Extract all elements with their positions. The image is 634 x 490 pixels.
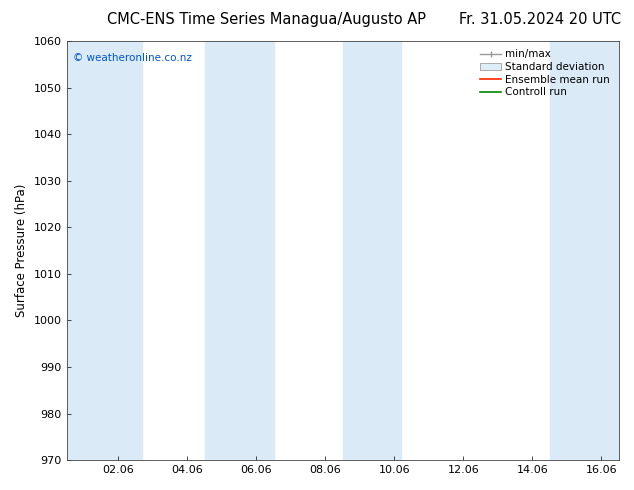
Text: © weatheronline.co.nz: © weatheronline.co.nz [73, 53, 192, 63]
Text: CMC-ENS Time Series Managua/Augusto AP: CMC-ENS Time Series Managua/Augusto AP [107, 12, 426, 27]
Text: Fr. 31.05.2024 20 UTC: Fr. 31.05.2024 20 UTC [459, 12, 621, 27]
Y-axis label: Surface Pressure (hPa): Surface Pressure (hPa) [15, 184, 28, 318]
Bar [342, 41, 401, 460]
Bar [67, 41, 143, 460]
Bar [550, 41, 619, 460]
Legend: min/max, Standard deviation, Ensemble mean run, Controll run: min/max, Standard deviation, Ensemble me… [477, 46, 613, 100]
Bar [205, 41, 273, 460]
